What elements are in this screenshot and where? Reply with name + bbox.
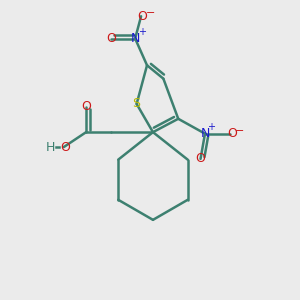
Text: +: +	[208, 122, 215, 132]
Text: O: O	[227, 127, 237, 140]
Text: −: −	[235, 126, 244, 136]
Text: N: N	[200, 127, 210, 140]
Text: O: O	[81, 100, 91, 113]
Text: N: N	[130, 32, 140, 45]
Text: O: O	[60, 140, 70, 154]
Text: +: +	[138, 27, 146, 37]
Text: O: O	[106, 32, 116, 45]
Text: −: −	[146, 8, 155, 18]
Text: H: H	[46, 140, 55, 154]
Text: O: O	[138, 10, 148, 23]
Text: S: S	[133, 98, 141, 110]
Text: O: O	[196, 152, 206, 165]
